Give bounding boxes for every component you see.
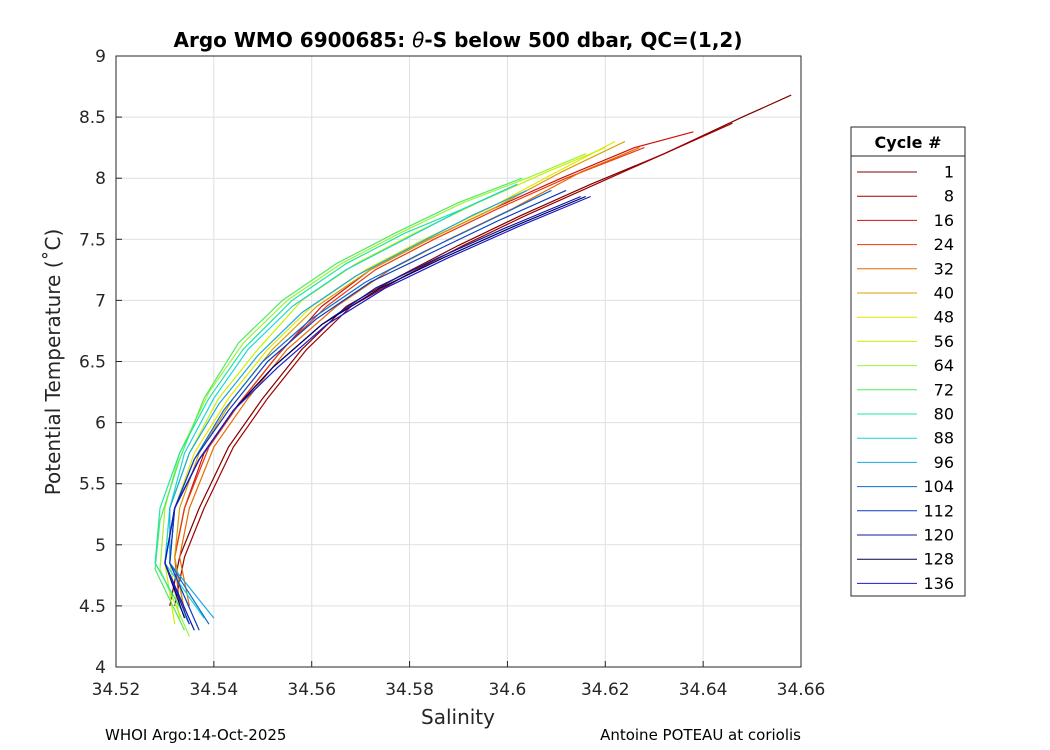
x-tick-label: 34.62 xyxy=(581,680,630,700)
y-tick-label: 4 xyxy=(95,658,106,678)
series-line-cycle-32 xyxy=(179,147,640,607)
x-tick-label: 34.66 xyxy=(777,680,826,700)
legend-label-104: 104 xyxy=(923,477,954,496)
title-prefix: Argo WMO 6900685: xyxy=(174,28,413,52)
y-tick-label: 5.5 xyxy=(79,475,106,495)
y-tick-label: 5 xyxy=(95,536,106,556)
legend-label-1: 1 xyxy=(944,163,954,182)
legend-label-56: 56 xyxy=(934,332,954,351)
series-line-cycle-80 xyxy=(154,183,518,625)
chart-title: Argo WMO 6900685: θ-S below 500 dbar, QC… xyxy=(174,28,743,52)
legend-label-40: 40 xyxy=(934,284,954,303)
legend-label-32: 32 xyxy=(934,259,954,278)
y-tick-label: 8 xyxy=(95,169,106,189)
series-line-cycle-112 xyxy=(169,189,567,631)
y-tick-label: 6 xyxy=(95,414,106,434)
series-line-cycle-88 xyxy=(164,183,518,619)
legend-box xyxy=(850,126,966,597)
x-axis-ticks: 34.52 34.54 34.56 34.58 34.6 34.62 34.64 34.66 xyxy=(92,661,826,700)
y-tick-label: 7 xyxy=(95,291,106,311)
x-tick-label: 34.6 xyxy=(488,680,526,700)
x-tick-label: 34.58 xyxy=(385,680,434,700)
series-line-cycle-40 xyxy=(174,140,626,613)
x-tick-label: 34.52 xyxy=(92,680,141,700)
legend-title: Cycle # xyxy=(875,133,942,152)
x-tick-label: 34.56 xyxy=(287,680,336,700)
y-tick-label: 6.5 xyxy=(79,353,106,373)
series-layer xyxy=(154,94,792,637)
y-tick-label: 7.5 xyxy=(79,230,106,250)
legend-label-88: 88 xyxy=(934,429,954,448)
legend-label-96: 96 xyxy=(934,453,954,472)
title-theta-symbol: θ xyxy=(412,28,424,52)
series-line-cycle-24 xyxy=(174,147,645,606)
footer-right: Antoine POTEAU at coriolis xyxy=(600,726,801,744)
legend-label-120: 120 xyxy=(923,526,954,545)
series-line-cycle-64 xyxy=(159,153,586,637)
legend: Cycle # 1 8 16 24 32 40 48 56 64 72 80 88 96 104 112 12… xyxy=(850,126,966,597)
legend-label-112: 112 xyxy=(923,501,954,520)
legend-label-24: 24 xyxy=(934,235,954,254)
legend-label-48: 48 xyxy=(934,308,954,327)
y-axis-ticks: 4 4.5 5 5.5 6 6.5 7 7.5 8 8.5 9 xyxy=(79,47,122,678)
legend-label-8: 8 xyxy=(944,187,954,206)
legend-label-128: 128 xyxy=(923,550,954,569)
y-tick-label: 4.5 xyxy=(79,597,106,617)
x-axis-label: Salinity xyxy=(421,705,495,729)
y-tick-label: 9 xyxy=(95,47,106,67)
legend-label-80: 80 xyxy=(934,405,954,424)
legend-label-72: 72 xyxy=(934,380,954,399)
legend-label-16: 16 xyxy=(934,211,954,230)
legend-label-64: 64 xyxy=(934,356,954,375)
footer-left: WHOI Argo:14-Oct-2025 xyxy=(105,726,286,744)
series-line-cycle-72 xyxy=(154,177,523,631)
legend-label-136: 136 xyxy=(923,574,954,593)
y-axis-label: Potential Temperature (˚C) xyxy=(41,229,65,496)
x-tick-label: 34.64 xyxy=(679,680,728,700)
x-tick-label: 34.54 xyxy=(190,680,239,700)
series-line-cycle-96 xyxy=(169,189,528,619)
y-tick-label: 8.5 xyxy=(79,108,106,128)
series-line-cycle-136 xyxy=(164,195,591,625)
title-suffix: -S below 500 dbar, QC=(1,2) xyxy=(424,28,742,52)
